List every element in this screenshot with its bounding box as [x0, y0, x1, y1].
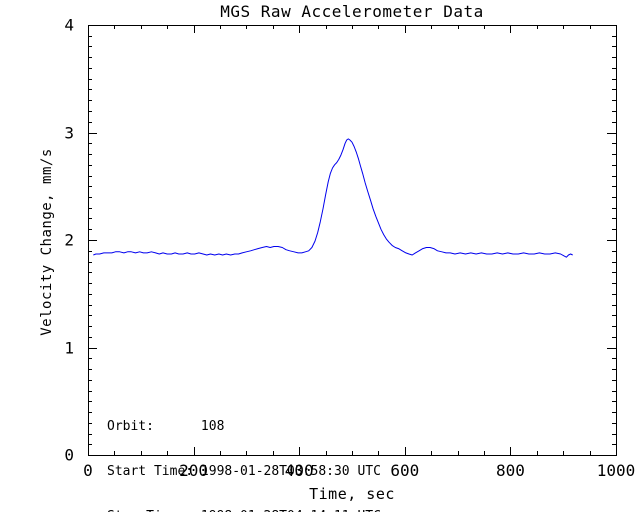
annotation-stop-time: Stop Time: 1998-01-28T04:14:11 UTC	[107, 509, 381, 512]
y-tick-label: 4	[64, 15, 74, 35]
y-tick-label: 0	[64, 445, 74, 465]
y-tick-label: 2	[64, 230, 74, 250]
y-axis-label: Velocity Change, mm/s	[39, 148, 55, 336]
axis-ticks	[88, 25, 617, 456]
annotation-orbit: Orbit: 108	[107, 419, 225, 434]
x-tick-label: 200	[179, 461, 209, 480]
annotation-start-time: Start Time: 1998-01-28T03:58:30 UTC	[107, 464, 381, 479]
x-tick-label: 800	[495, 461, 525, 480]
x-axis-label: Time, sec	[309, 485, 395, 503]
y-tick-label: 1	[64, 338, 74, 357]
data-series-line	[93, 138, 573, 258]
x-tick-label: 600	[390, 461, 420, 480]
x-tick-label: 1000	[596, 461, 636, 480]
annotation-block: Orbit: 108 Start Time: 1998-01-28T03:58:…	[107, 389, 381, 512]
chart-title: MGS Raw Accelerometer Data	[220, 2, 484, 21]
x-tick-label: 0	[83, 461, 93, 480]
x-tick-label: 400	[284, 461, 314, 480]
y-tick-label: 3	[64, 123, 74, 142]
